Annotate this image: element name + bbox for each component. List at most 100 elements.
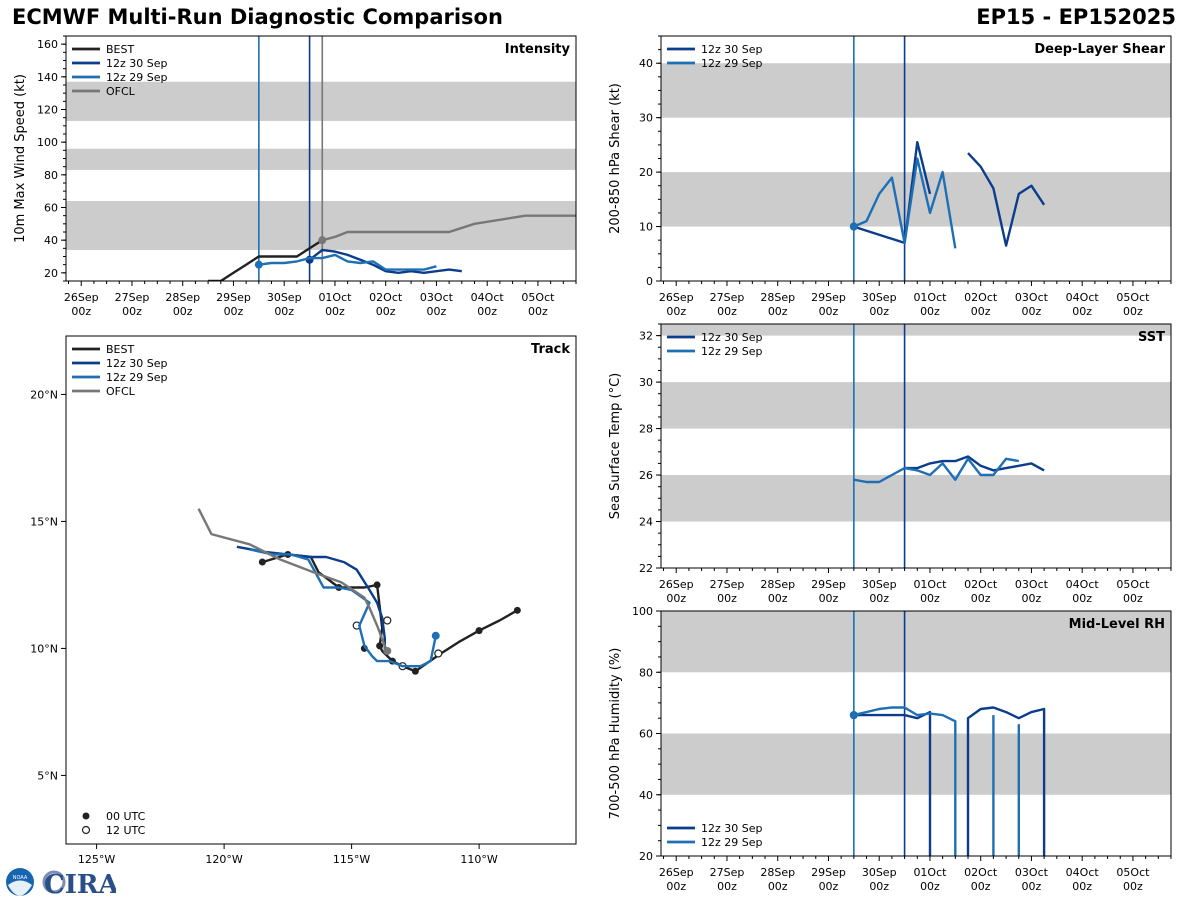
track-ytick-label: 20°N <box>30 388 58 401</box>
shear-xtick-day-label: 05Oct <box>1116 291 1150 304</box>
shear-xtick-day-label: 28Sep <box>760 291 795 304</box>
shear-series-run_30sep <box>853 140 932 245</box>
shear-ytick-label: 20 <box>639 166 653 179</box>
rh-xtick-hour-label: 00z <box>1072 880 1092 893</box>
shear-xtick-day-label: 01Oct <box>913 291 947 304</box>
track-00utc-marker <box>373 581 381 589</box>
sst-ytick-label: 32 <box>639 330 653 343</box>
panel-sst: SST 22 24 26 28 30 32 Sea Surface Temp (°C) 26Se… <box>608 323 1172 605</box>
cira-globe-icon <box>42 870 66 894</box>
shear-xtick-hour-label: 00z <box>920 305 940 318</box>
rh-ylabel: 700-500 hPa Humidity (%) <box>608 648 623 820</box>
track-marker-legend-label: 00 UTC <box>106 810 146 823</box>
intensity-start-marker-ofcl <box>318 236 327 245</box>
rh-band <box>661 611 1171 673</box>
sst-frame <box>660 323 1172 569</box>
rh-legend-label: 12z 29 Sep <box>701 836 763 849</box>
track-12utc-marker <box>434 649 443 658</box>
rh-xtick-hour-label: 00z <box>717 880 737 893</box>
shear-xtick-hour-label: 00z <box>666 305 686 318</box>
intensity-xtick-hour-label: 00z <box>173 305 193 318</box>
intensity-xtick-hour-label: 00z <box>477 305 497 318</box>
sst-xtick-day-label: 28Sep <box>760 578 795 591</box>
track-ytick-label: 15°N <box>30 515 58 528</box>
track-series-ofcl <box>197 508 389 652</box>
rh-xtick-day-label: 03Oct <box>1015 866 1049 879</box>
sst-xtick-day-label: 04Oct <box>1066 578 1100 591</box>
shear-ytick-label: 0 <box>646 275 653 288</box>
shear-xtick-day-label: 02Oct <box>964 291 998 304</box>
rh-xtick-day-label: 04Oct <box>1066 866 1100 879</box>
rh-panel-title: Mid-Level RH <box>1069 617 1165 632</box>
sst-xtick-hour-label: 00z <box>768 592 788 605</box>
shear-ytick-label: 10 <box>639 221 653 234</box>
intensity-legend-label: 12z 29 Sep <box>106 71 168 84</box>
shear-xtick-hour-label: 00z <box>768 305 788 318</box>
intensity-xtick-day-label: 01Oct <box>318 291 352 304</box>
track-legend-label: OFCL <box>106 385 136 398</box>
intensity-xtick-day-label: 30Sep <box>267 291 302 304</box>
panel-track: Track 5°N 10°N 15°N 20°N 125°W 120°W 115°W 110°W… <box>30 335 577 866</box>
shear-legend-label: 12z 30 Sep <box>701 43 763 56</box>
intensity-xtick-day-label: 29Sep <box>216 291 251 304</box>
intensity-legend-label: 12z 30 Sep <box>106 57 168 70</box>
rh-xtick-hour-label: 00z <box>768 880 788 893</box>
rh-xtick-hour-label: 00z <box>869 880 889 893</box>
intensity-xtick-day-label: 28Sep <box>165 291 200 304</box>
intensity-ytick-label: 40 <box>44 234 58 247</box>
intensity-xtick-day-label: 27Sep <box>115 291 150 304</box>
sst-ytick-label: 28 <box>639 423 653 436</box>
sst-ytick-label: 24 <box>639 516 653 529</box>
noaa-badge-text: NOAA <box>13 875 28 881</box>
intensity-series-ofcl <box>321 214 576 242</box>
track-legend-label: 12z 30 Sep <box>106 357 168 370</box>
sst-xtick-day-label: 26Sep <box>659 578 694 591</box>
noaa-wave-icon <box>8 880 32 896</box>
intensity-xtick-hour-label: 00z <box>528 305 548 318</box>
intensity-ytick-label: 60 <box>44 202 58 215</box>
shear-ytick-label: 40 <box>639 57 653 70</box>
sst-xtick-day-label: 01Oct <box>913 578 947 591</box>
track-00utc-marker <box>513 606 521 614</box>
track-ytick-label: 10°N <box>30 642 58 655</box>
sst-band <box>661 475 1171 522</box>
shear-xtick-day-label: 03Oct <box>1015 291 1049 304</box>
rh-series-run_30sep <box>853 710 932 856</box>
intensity-ytick-label: 120 <box>37 104 58 117</box>
rh-xtick-day-label: 02Oct <box>964 866 998 879</box>
intensity-xtick-day-label: 03Oct <box>420 291 454 304</box>
intensity-xtick-hour-label: 00z <box>122 305 142 318</box>
rh-xtick-hour-label: 00z <box>1022 880 1042 893</box>
intensity-xtick-hour-label: 00z <box>274 305 294 318</box>
intensity-series-run_29sep <box>258 253 437 271</box>
shear-series-run_29sep <box>853 157 957 249</box>
track-legend-00utc-marker <box>82 812 90 820</box>
track-marker-legend-label: 12 UTC <box>106 824 146 837</box>
rh-xtick-hour-label: 00z <box>920 880 940 893</box>
sst-xtick-hour-label: 00z <box>717 592 737 605</box>
shear-xtick-hour-label: 00z <box>819 305 839 318</box>
intensity-plot-area <box>66 36 576 281</box>
sst-ytick-label: 30 <box>639 376 653 389</box>
shear-xtick-day-label: 04Oct <box>1066 291 1100 304</box>
shear-xtick-day-label: 27Sep <box>710 291 745 304</box>
sst-xtick-hour-label: 00z <box>920 592 940 605</box>
rh-xtick-day-label: 27Sep <box>710 866 745 879</box>
sst-xtick-day-label: 29Sep <box>811 578 846 591</box>
rh-xtick-day-label: 28Sep <box>760 866 795 879</box>
sst-xtick-hour-label: 00z <box>1123 592 1143 605</box>
sst-band <box>661 324 1171 336</box>
shear-plot-area <box>661 36 1171 281</box>
rh-start-marker-run_29sep <box>849 711 858 720</box>
intensity-ylabel: 10m Max Wind Speed (kt) <box>13 74 28 243</box>
intensity-panel-title: Intensity <box>505 42 571 57</box>
track-legend-label: BEST <box>106 343 134 356</box>
rh-plot-area <box>661 611 1171 856</box>
intensity-xtick-day-label: 02Oct <box>369 291 403 304</box>
sst-xtick-hour-label: 00z <box>666 592 686 605</box>
sst-xtick-hour-label: 00z <box>869 592 889 605</box>
shear-xtick-hour-label: 00z <box>1123 305 1143 318</box>
